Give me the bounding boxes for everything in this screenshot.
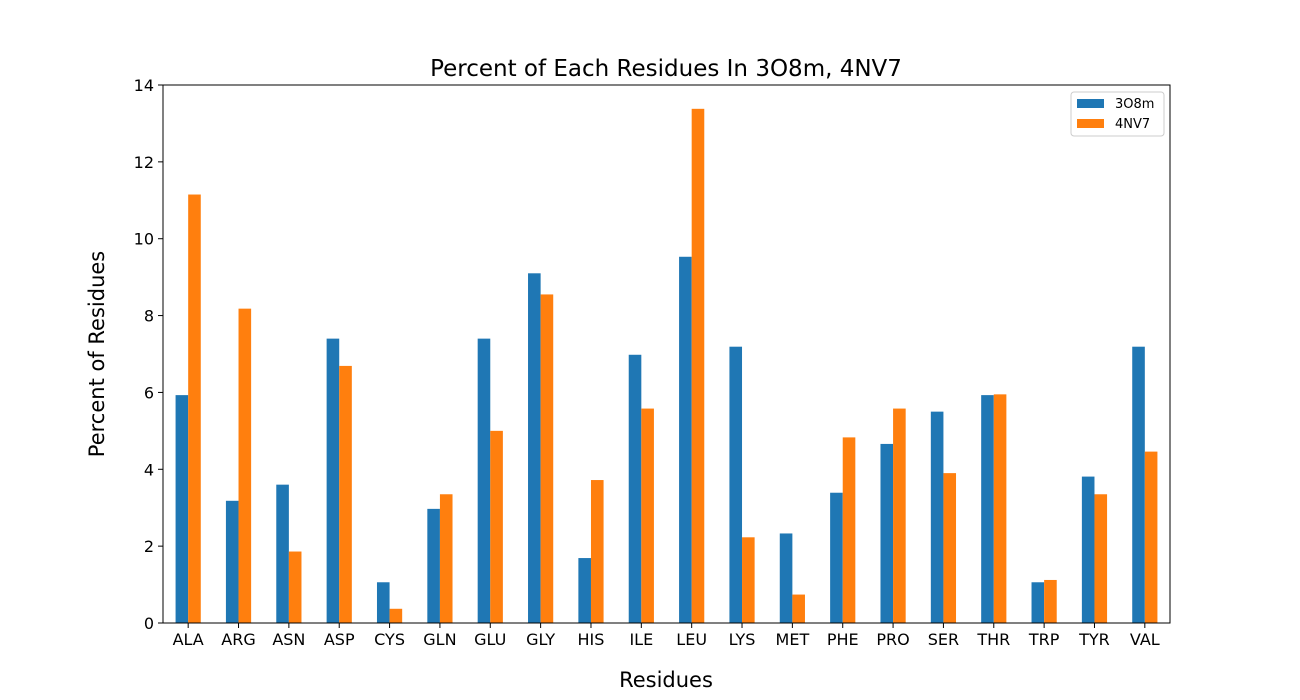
legend-label-3o8m: 3O8m [1115,97,1154,112]
bar-4nv7-ser [943,473,957,623]
y-axis-label: Percent of Residues [85,251,109,457]
bar-4nv7-ile [641,408,654,623]
bar-3o8m-arg [225,500,239,623]
x-tick-label: ALA [173,630,204,649]
bar-4nv7-arg [238,308,252,623]
x-tick-label: HIS [578,630,605,649]
legend: 3O8m 4NV7 [1070,91,1165,137]
x-tick-label: SER [928,630,959,649]
bar-4nv7-ala [188,194,201,623]
x-tick-label: ARG [221,630,255,649]
bar-4nv7-gln [439,494,453,623]
bar-3o8m-tyr [1081,476,1095,623]
x-tick-label: MET [776,630,810,649]
x-tick-label: PRO [876,630,909,649]
x-tick-label: LEU [676,630,707,649]
bar-3o8m-pro [880,443,894,623]
bar-3o8m-met [779,533,793,623]
chart-title: Percent of Each Residues In 3O8m, 4NV7 [430,56,902,82]
legend-swatch-3o8m [1077,99,1104,108]
y-axis-ticks: 0 2 4 6 8 10 12 14 [134,76,163,633]
y-tick-label: 10 [134,230,154,249]
bar-3o8m-asp [326,338,340,623]
bar-4nv7-pro [893,408,906,623]
bar-3o8m-val [1132,346,1145,623]
bar-4nv7-his [590,480,604,623]
y-tick-label: 0 [144,614,154,633]
x-tick-label: THR [976,630,1010,649]
bar-4nv7-asn [288,551,302,623]
y-tick-label: 2 [144,537,154,556]
x-tick-label: TYR [1078,630,1110,649]
bar-3o8m-thr [981,395,994,623]
x-axis-ticks: ALA ARG ASN ASP CYS GLN GLU GLY HIS ILE LEU LYS MET P… [173,623,1160,649]
bar-3o8m-ser [930,411,944,623]
x-tick-label: LYS [729,630,756,649]
x-tick-label: GLY [526,630,555,649]
bar-3o8m-gln [427,508,440,623]
legend-swatch-4nv7 [1077,119,1104,128]
bar-4nv7-glu [490,430,503,623]
y-tick-label: 8 [144,307,154,326]
legend-label-4nv7: 4NV7 [1115,117,1150,132]
bar-4nv7-leu [691,108,705,624]
bar-3o8m-leu [679,256,692,623]
y-tick-label: 14 [134,76,154,95]
x-tick-label: CYS [374,630,405,649]
bar-3o8m-phe [830,492,843,623]
x-tick-label: TRP [1028,630,1060,649]
bar-3o8m-ile [628,354,642,623]
bar-4nv7-gly [540,294,554,623]
bar-4nv7-phe [842,437,856,623]
bar-3o8m-trp [1031,582,1045,623]
bar-4nv7-thr [993,394,1007,623]
bar-4nv7-met [792,594,805,623]
bar-3o8m-asn [276,484,289,623]
bar-4nv7-cys [389,608,403,623]
y-tick-label: 4 [144,460,154,479]
bar-4nv7-asp [339,365,352,623]
x-tick-label: GLN [423,630,456,649]
bar-3o8m-cys [376,582,390,623]
bar-3o8m-ala [175,395,189,623]
bar-4nv7-trp [1044,579,1057,623]
x-tick-label: VAL [1130,630,1160,649]
x-tick-label: ILE [629,630,653,649]
bar-3o8m-glu [477,338,491,623]
x-tick-label: GLU [474,630,506,649]
x-tick-label: PHE [827,630,859,649]
bar-3o8m-his [578,558,591,623]
bar-4nv7-val [1144,451,1158,623]
x-axis-label: Residues [619,668,713,692]
bar-3o8m-gly [528,273,541,623]
bar-4nv7-tyr [1094,494,1108,623]
bar-3o8m-lys [729,346,743,623]
y-tick-label: 6 [144,383,154,402]
x-tick-label: ASN [272,630,305,649]
plot-frame [162,84,1171,624]
bars-group [175,108,1158,624]
x-tick-label: ASP [324,630,355,649]
y-tick-label: 12 [134,153,154,172]
bar-4nv7-lys [742,537,755,623]
